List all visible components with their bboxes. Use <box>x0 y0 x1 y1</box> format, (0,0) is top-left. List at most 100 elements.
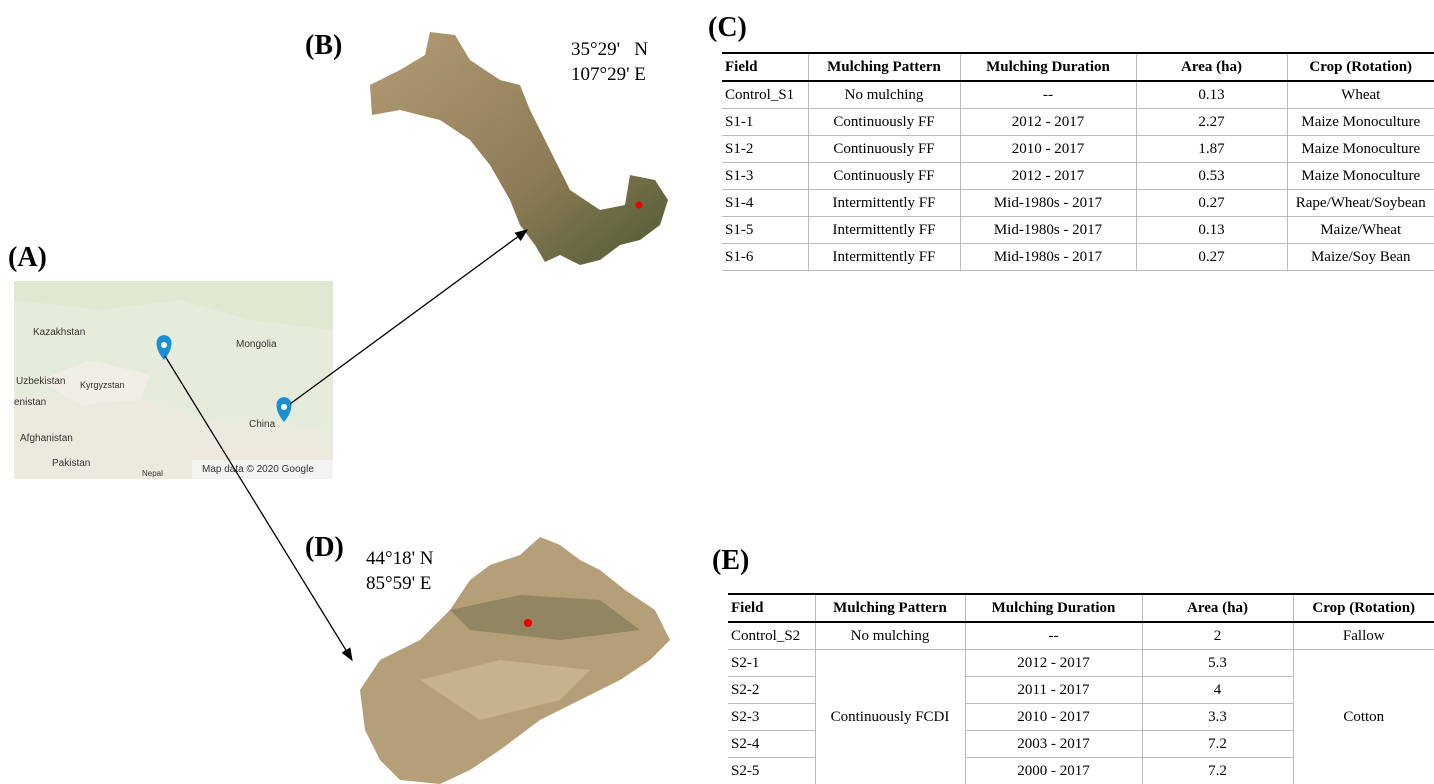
coordinate: 107°29' E <box>571 62 646 87</box>
table-cell: Maize/Wheat <box>1287 217 1434 244</box>
header-cell: Crop (Rotation) <box>1287 53 1434 81</box>
table-cell: Intermittently FF <box>808 217 960 244</box>
header-cell: Crop (Rotation) <box>1293 594 1434 622</box>
map-label: Mongolia <box>236 339 277 350</box>
coordinate: 35°29' N <box>571 37 648 62</box>
table-cell: S1-4 <box>722 190 808 217</box>
table-cell: 4 <box>1142 677 1293 704</box>
table-cell: 0.27 <box>1136 190 1287 217</box>
table-cell: S1-2 <box>722 136 808 163</box>
table-cell: 2003 - 2017 <box>965 731 1142 758</box>
panel-label: (B) <box>305 30 342 62</box>
coordinate: 85°59' E <box>366 571 431 596</box>
map-label: Afghanistan <box>20 433 73 444</box>
table-cell: Maize Monoculture <box>1287 136 1434 163</box>
table-cell: 0.53 <box>1136 163 1287 190</box>
table-cell: Control_S1 <box>722 81 808 109</box>
table-cell: S2-3 <box>728 704 815 731</box>
table-cell: No mulching <box>815 622 965 650</box>
table-cell: Maize Monoculture <box>1287 163 1434 190</box>
map-label: Kazakhstan <box>33 327 85 338</box>
table-cell: No mulching <box>808 81 960 109</box>
map-attribution: Map data © 2020 Google <box>202 464 314 475</box>
panel-label: (E) <box>712 545 749 577</box>
table-cell: -- <box>965 622 1142 650</box>
table-cell: S1-6 <box>722 244 808 271</box>
table-cell: 7.2 <box>1142 731 1293 758</box>
header-cell: Field <box>722 53 808 81</box>
table-cell: 7.2 <box>1142 758 1293 784</box>
header-cell: Field <box>728 594 815 622</box>
table-cell: Cotton <box>1293 650 1434 784</box>
map-label: Nepal <box>142 469 163 478</box>
table-cell: Control_S2 <box>728 622 815 650</box>
header-cell: Mulching Duration <box>960 53 1136 81</box>
panel-label: (A) <box>8 242 47 274</box>
table-cell: Intermittently FF <box>808 190 960 217</box>
table-cell: Continuously FF <box>808 136 960 163</box>
map-label: Pakistan <box>52 458 90 469</box>
table-cell: 2012 - 2017 <box>960 109 1136 136</box>
table-row: S1-6Intermittently FFMid-1980s - 20170.2… <box>722 244 1434 271</box>
figure: (A) Kazakhstan Mongolia Uzbekistan Kyrgy… <box>0 0 1434 784</box>
table-cell: S2-5 <box>728 758 815 784</box>
table-cell: 2010 - 2017 <box>960 136 1136 163</box>
table-cell: 2012 - 2017 <box>965 650 1142 677</box>
header-cell: Mulching Pattern <box>808 53 960 81</box>
table-cell: Maize Monoculture <box>1287 109 1434 136</box>
panel-label: (D) <box>305 532 344 564</box>
table-cell: Wheat <box>1287 81 1434 109</box>
map-label: Uzbekistan <box>16 376 65 387</box>
table-cell: Fallow <box>1293 622 1434 650</box>
table-cell: Mid-1980s - 2017 <box>960 217 1136 244</box>
table-cell: S2-2 <box>728 677 815 704</box>
table-cell: 2010 - 2017 <box>965 704 1142 731</box>
table-cell: 2.27 <box>1136 109 1287 136</box>
table-cell: Mid-1980s - 2017 <box>960 190 1136 217</box>
table-cell: S2-4 <box>728 731 815 758</box>
table-cell: 2011 - 2017 <box>965 677 1142 704</box>
table-cell: -- <box>960 81 1136 109</box>
coordinate: 44°18' N <box>366 546 434 571</box>
map-label: China <box>249 419 275 430</box>
table-cell: 1.87 <box>1136 136 1287 163</box>
table-cell: 3.3 <box>1142 704 1293 731</box>
table-cell: S1-3 <box>722 163 808 190</box>
table-cell: Intermittently FF <box>808 244 960 271</box>
map-label: enistan <box>14 397 46 408</box>
table-cell: 2012 - 2017 <box>960 163 1136 190</box>
table-cell: S1-5 <box>722 217 808 244</box>
table-cell: Continuously FCDI <box>815 650 965 784</box>
table-cell: 0.13 <box>1136 217 1287 244</box>
panel-label: (C) <box>708 12 747 44</box>
header-cell: Mulching Duration <box>965 594 1142 622</box>
table-cell: Rape/Wheat/Soybean <box>1287 190 1434 217</box>
table-cell: 0.27 <box>1136 244 1287 271</box>
table-cell: S1-1 <box>722 109 808 136</box>
table-cell: 2 <box>1142 622 1293 650</box>
table-cell: 2000 - 2017 <box>965 758 1142 784</box>
map-label: Kyrgyzstan <box>80 380 125 390</box>
table-cell: Continuously FF <box>808 163 960 190</box>
table-cell: 0.13 <box>1136 81 1287 109</box>
header-cell: Area (ha) <box>1136 53 1287 81</box>
table-cell: Continuously FF <box>808 109 960 136</box>
header-cell: Mulching Pattern <box>815 594 965 622</box>
table-cell: Maize/Soy Bean <box>1287 244 1434 271</box>
header-cell: Area (ha) <box>1142 594 1293 622</box>
table-cell: S2-1 <box>728 650 815 677</box>
table-cell: 5.3 <box>1142 650 1293 677</box>
table-cell: Mid-1980s - 2017 <box>960 244 1136 271</box>
